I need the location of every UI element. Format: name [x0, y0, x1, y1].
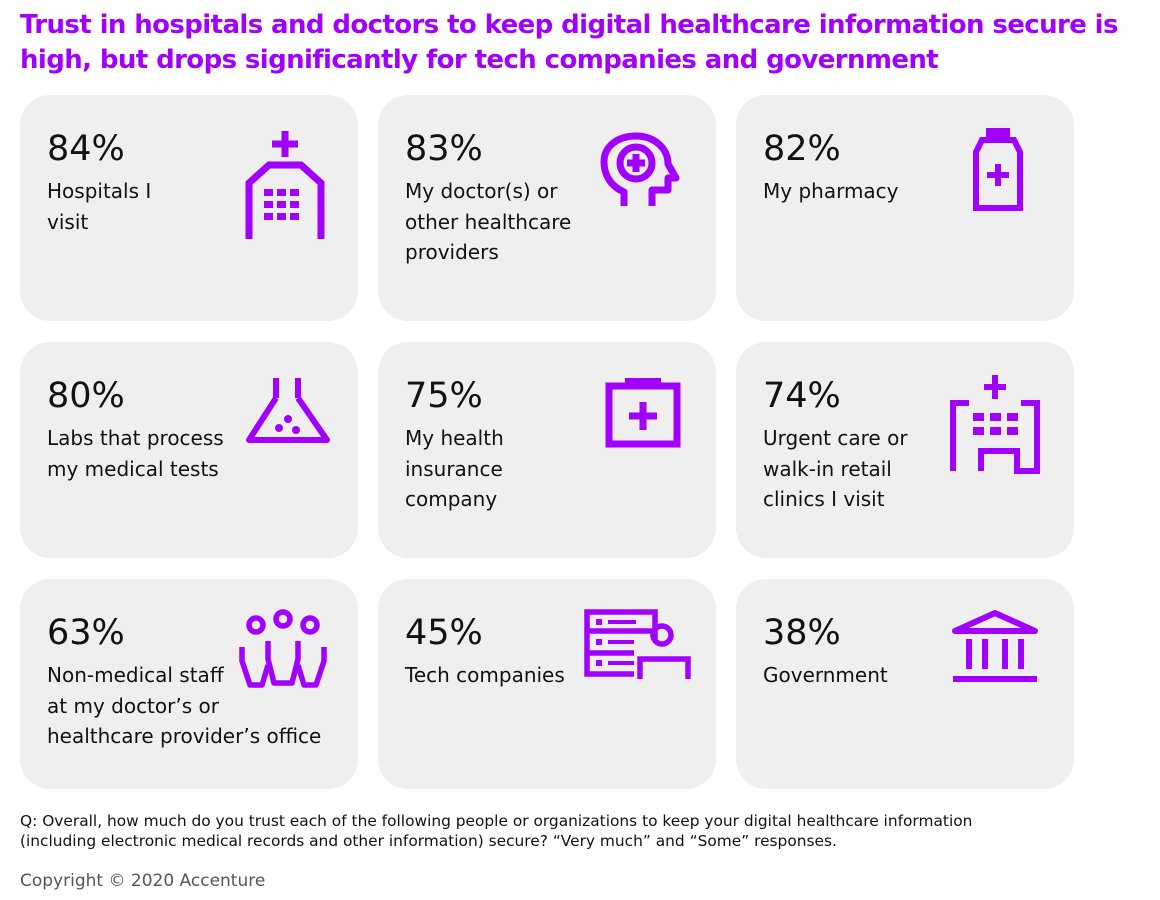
trust-value: 84%	[47, 129, 125, 169]
chart-title: Trust in hospitals and doctors to keep d…	[20, 10, 1118, 75]
trust-card-hospitals: 84% Hospitals I visit	[20, 95, 358, 321]
trust-value: 63%	[47, 613, 125, 653]
trust-card-labs: 80% Labs that process my medical tests	[20, 342, 358, 558]
trust-value: 75%	[405, 376, 483, 416]
trust-label: Tech companies	[405, 663, 565, 687]
trust-label: Non-medical staff at my doctor’s or heal…	[47, 663, 322, 748]
tech-server-user-icon	[584, 609, 694, 681]
trust-value: 45%	[405, 613, 483, 653]
trust-label: My health insurance company	[405, 426, 504, 511]
trust-label: Labs that process my medical tests	[47, 426, 224, 481]
trust-label: Government	[763, 663, 888, 687]
trust-card-government: 38% Government	[736, 579, 1074, 789]
trust-label: Urgent care or walk-in retail clinics I …	[763, 426, 908, 511]
insurance-clipboard-icon	[605, 378, 681, 448]
trust-card-insurance: 75% My health insurance company	[378, 342, 716, 558]
lab-flask-icon	[245, 378, 331, 446]
trust-value: 74%	[763, 376, 841, 416]
medicine-bottle-icon	[968, 128, 1028, 212]
trust-value: 82%	[763, 129, 841, 169]
copyright-notice: Copyright © 2020 Accenture	[20, 871, 266, 891]
trust-card-pharmacy: 82% My pharmacy	[736, 95, 1074, 321]
trust-card-doctors: 83% My doctor(s) or other healthcare pro…	[378, 95, 716, 321]
hospital-building-icon	[245, 131, 325, 241]
trust-label: My pharmacy	[763, 179, 899, 203]
clinic-building-icon	[949, 375, 1041, 474]
head-medical-cross-icon	[600, 132, 680, 212]
trust-label: Hospitals I visit	[47, 179, 152, 234]
survey-question-footnote: Q: Overall, how much do you trust each o…	[20, 812, 973, 850]
staff-group-icon	[239, 609, 327, 689]
trust-card-urgent-care: 74% Urgent care or walk-in retail clinic…	[736, 342, 1074, 558]
trust-card-non-medical-staff: 63% Non-medical staff at my doctor’s or …	[20, 579, 358, 789]
trust-value: 38%	[763, 613, 841, 653]
trust-value: 80%	[47, 376, 125, 416]
trust-label: My doctor(s) or other healthcare provide…	[405, 179, 572, 264]
trust-card-tech-companies: 45% Tech companies	[378, 579, 716, 789]
government-building-icon	[949, 609, 1041, 685]
trust-value: 83%	[405, 129, 483, 169]
